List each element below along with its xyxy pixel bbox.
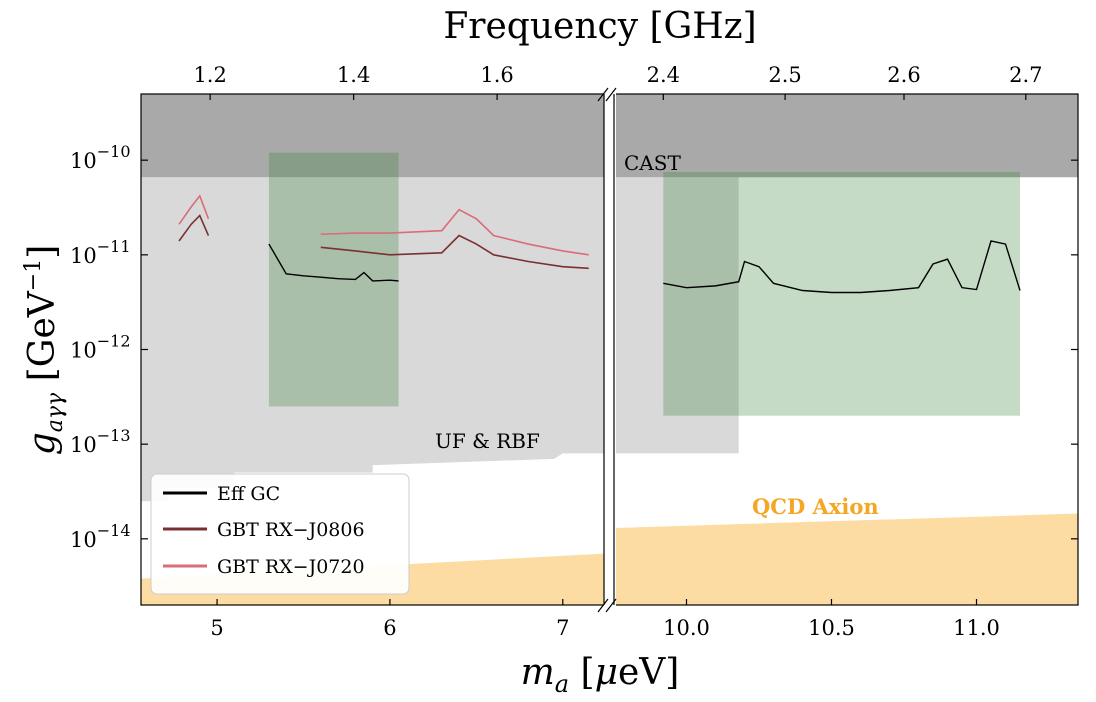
uf-rbf-region-label: UF & RBF xyxy=(435,429,540,453)
gbt-j0720-line-segment-1 xyxy=(178,194,210,225)
gbt-j0806-line-segment-1 xyxy=(178,214,210,242)
right-panel-plot-area xyxy=(614,94,1078,605)
axis-ticks: 5 6 7 1.2 1.4 1.6 10.0 10.5 11.0 2.4 2.5 2.6 2.7 10−1… xyxy=(70,63,1078,640)
x-tick-label: 10.0 xyxy=(663,616,710,640)
axis-break-marks xyxy=(597,87,617,613)
top-axis-title: Frequency [GHz] xyxy=(443,6,756,47)
eff-gc-uncertainty-band xyxy=(663,171,1020,416)
legend-box xyxy=(150,473,410,595)
x-axis-title: ma [μeV] xyxy=(521,652,680,698)
top-tick-label: 2.4 xyxy=(647,63,680,87)
y-tick-label: 10−12 xyxy=(70,332,131,363)
eff-gc-line xyxy=(268,243,399,282)
top-tick-label: 2.5 xyxy=(768,63,801,87)
uf-rbf-region xyxy=(141,177,606,502)
legend-label-gbt-j0806: GBT RX−J0806 xyxy=(217,519,365,541)
x-tick-label: 6 xyxy=(383,616,396,640)
y-axis-title: gaγγ [GeV−1] xyxy=(21,245,68,456)
x-tick-label: 7 xyxy=(556,616,569,640)
qcd-axion-band xyxy=(614,513,1078,605)
qcd-axion-label: QCD Axion xyxy=(752,494,879,519)
legend-label-eff-gc: Eff GC xyxy=(217,483,280,505)
cast-region xyxy=(141,94,606,178)
legend: Eff GC GBT RX−J0806 GBT RX−J0720 xyxy=(150,473,410,595)
y-tick-label: 10−13 xyxy=(70,426,131,457)
eff-gc-line xyxy=(663,240,1021,294)
uf-rbf-region xyxy=(614,177,739,454)
x-tick-label: 5 xyxy=(210,616,223,640)
top-tick-label: 1.6 xyxy=(480,63,513,87)
cast-region xyxy=(614,94,1078,178)
y-tick-label: 10−10 xyxy=(70,142,131,173)
top-tick-label: 2.6 xyxy=(887,63,920,87)
x-tick-label: 11.0 xyxy=(953,616,1000,640)
axis-break-gap xyxy=(604,88,616,613)
left-panel-plot-area xyxy=(141,94,606,605)
cast-region-label: CAST xyxy=(624,151,681,175)
gbt-j0806-line-segment-2 xyxy=(320,234,589,270)
top-tick-label: 1.4 xyxy=(337,63,370,87)
x-tick-label: 10.5 xyxy=(808,616,855,640)
top-tick-label: 2.7 xyxy=(1009,63,1042,87)
top-tick-label: 1.2 xyxy=(193,63,226,87)
y-tick-label: 10−11 xyxy=(70,237,131,268)
gbt-j0720-line-segment-2 xyxy=(320,208,589,256)
legend-label-gbt-j0720: GBT RX−J0720 xyxy=(217,556,365,578)
eff-gc-uncertainty-band xyxy=(268,152,399,407)
y-tick-label: 10−14 xyxy=(70,521,131,552)
